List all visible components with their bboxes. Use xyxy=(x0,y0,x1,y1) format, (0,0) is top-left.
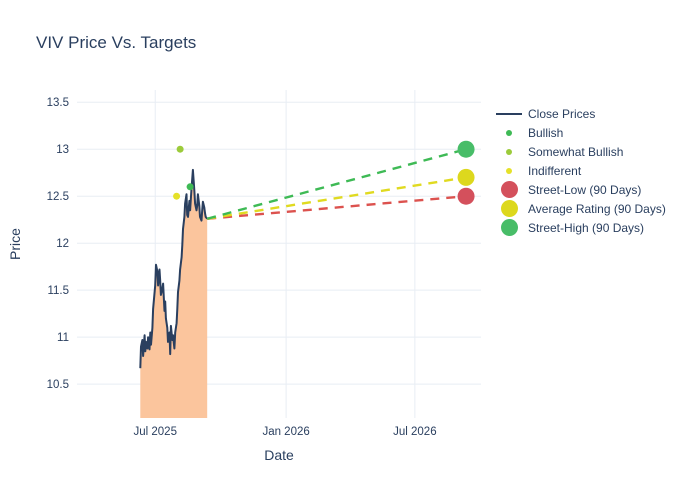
street-low-90-days-projection-line xyxy=(207,195,467,220)
chart-title: VIV Price Vs. Targets xyxy=(36,33,197,52)
legend-label: Street-Low (90 Days) xyxy=(528,182,642,197)
x-axis-title: Date xyxy=(264,447,294,463)
legend-label: Indifferent xyxy=(528,163,582,178)
street-low-90-days-marker xyxy=(457,187,475,205)
bullish-dot-icon xyxy=(490,129,528,136)
y-tick-label: 13 xyxy=(56,144,69,156)
average-rating-90-days-projection-line xyxy=(206,176,467,220)
y-tick-label: 11 xyxy=(57,332,69,344)
x-tick-label: Jul 2025 xyxy=(133,426,176,438)
y-tick-label: 12 xyxy=(56,238,69,250)
x-tick-label: Jan 2026 xyxy=(262,426,309,438)
street-high-90-days-marker xyxy=(457,140,475,158)
close-prices-line xyxy=(139,168,208,369)
legend-item-average-rating[interactable]: Average Rating (90 Days) xyxy=(490,199,666,218)
legend-label: Average Rating (90 Days) xyxy=(528,201,666,216)
y-tick-label: 13.5 xyxy=(47,97,69,109)
legend-item-indifferent[interactable]: Indifferent xyxy=(490,161,666,180)
average-rating-90-days-marker xyxy=(457,168,475,186)
x-tick-label: Jul 2026 xyxy=(393,426,436,438)
legend-label: Street-High (90 Days) xyxy=(528,220,645,235)
street-high-90-days-projection-line xyxy=(206,148,467,220)
legend-item-bullish[interactable]: Bullish xyxy=(490,123,666,142)
bullish-point xyxy=(186,183,194,191)
indifferent-point xyxy=(173,192,181,200)
y-axis-title: Price xyxy=(7,228,23,260)
legend-label: Somewhat Bullish xyxy=(528,144,624,159)
close-prices-area xyxy=(140,169,208,418)
legend-label: Bullish xyxy=(528,125,564,140)
y-tick-label: 12.5 xyxy=(47,191,69,203)
average-rating-marker-icon xyxy=(490,200,528,217)
somewhat-bullish-dot-icon xyxy=(490,148,528,155)
legend-item-street-high[interactable]: Street-High (90 Days) xyxy=(490,218,666,237)
street-high-marker-icon xyxy=(490,219,528,236)
indifferent-dot-icon xyxy=(490,167,528,174)
street-low-marker-icon xyxy=(490,181,528,198)
legend-item-somewhat-bullish[interactable]: Somewhat Bullish xyxy=(490,142,666,161)
legend-label: Close Prices xyxy=(528,106,596,121)
legend-item-street-low[interactable]: Street-Low (90 Days) xyxy=(490,180,666,199)
legend-item-close-prices[interactable]: Close Prices xyxy=(490,104,666,123)
y-tick-label: 11.5 xyxy=(47,285,69,297)
y-tick-label: 10.5 xyxy=(47,379,69,391)
close-prices-line-swatch-icon xyxy=(490,112,528,115)
somewhat-bullish-point xyxy=(176,145,184,153)
legend: Close Prices Bullish Somewhat Bullish In… xyxy=(490,104,666,237)
